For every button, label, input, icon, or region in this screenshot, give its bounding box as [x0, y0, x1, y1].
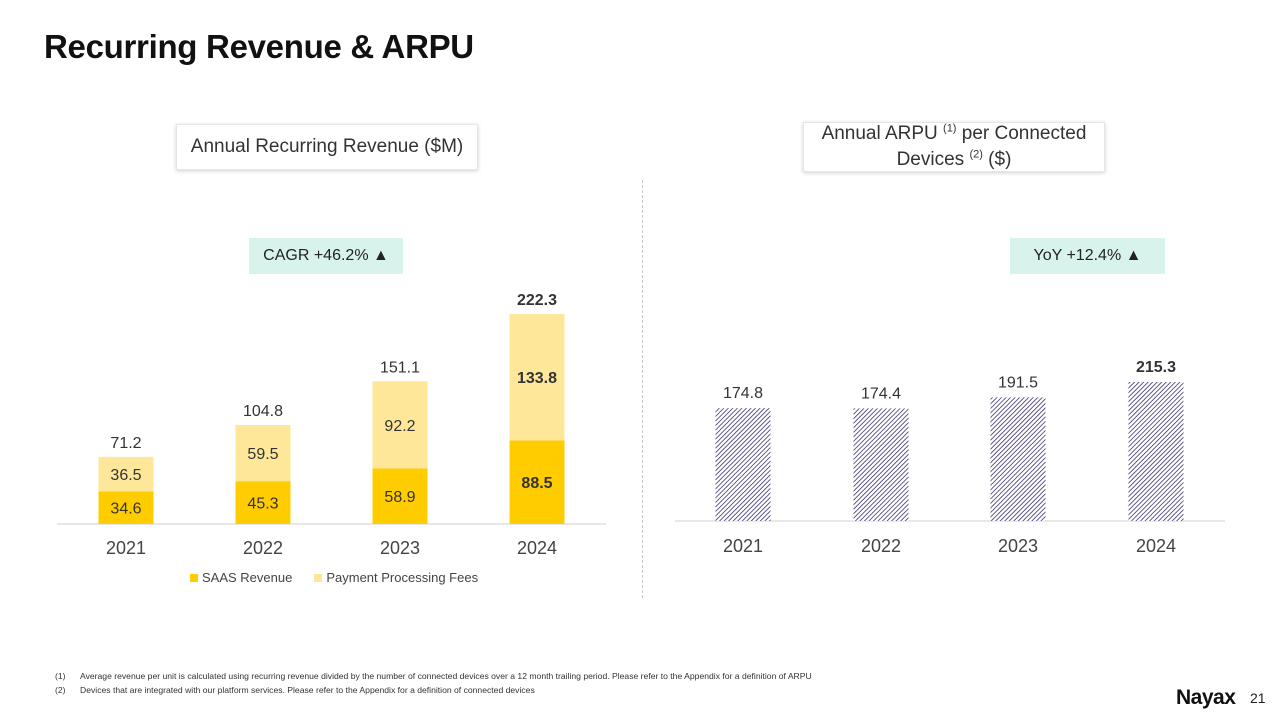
legend-item-saas: SAAS Revenue	[190, 570, 292, 585]
label-saas-2022: 45.3	[247, 496, 278, 513]
footnote-2: (2) Devices that are integrated with our…	[55, 683, 812, 697]
tick-label-2022: 2022	[243, 538, 283, 558]
legend-item-payment: Payment Processing Fees	[314, 570, 478, 585]
tick-label-2024: 2024	[517, 538, 557, 558]
tick-label-2021: 2021	[106, 538, 146, 558]
cagr-badge: CAGR +46.2% ▲	[249, 238, 403, 274]
bar-arpu-2022	[853, 408, 909, 521]
revenue-chart: 34.6 36.5 71.2 2021 45.3 59.5 104.8 2022 58.9 92.…	[57, 292, 606, 558]
label-arpu-2021: 174.8	[723, 385, 763, 402]
footnote-ref-2: (2)	[969, 148, 983, 161]
bar-arpu-2023	[990, 397, 1046, 521]
bar-payment-2024	[509, 314, 565, 441]
label-saas-2024: 88.5	[521, 475, 552, 492]
legend-label-payment: Payment Processing Fees	[326, 570, 479, 585]
legend-label-saas: SAAS Revenue	[202, 570, 293, 585]
footnote-2-text: Devices that are integrated with our pla…	[80, 685, 535, 695]
bar-payment-2021	[98, 456, 154, 492]
bar-saas-2022	[235, 481, 291, 524]
arpu-tick-label-2022: 2022	[861, 536, 901, 556]
label-arpu-2022: 174.4	[861, 385, 901, 402]
bar-arpu-2021	[715, 408, 771, 521]
footnote-2-number: (2)	[55, 685, 66, 695]
label-total-2021: 71.2	[110, 435, 141, 452]
label-saas-2023: 58.9	[384, 489, 415, 506]
arpu-chart-title: Annual ARPU (1) per Connected Devices (2…	[803, 122, 1105, 172]
arpu-title-line-1: Annual ARPU (1) per Connected	[822, 121, 1087, 147]
label-arpu-2024: 215.3	[1136, 359, 1176, 376]
arpu-chart: 174.8 2021 174.4 2022 191.5 2023 215.3 2024	[675, 359, 1225, 556]
bar-arpu-2024	[1128, 382, 1184, 521]
footnote-1-text: Average revenue per unit is calculated u…	[80, 671, 812, 681]
arpu-tick-label-2021: 2021	[723, 536, 763, 556]
label-payment-2022: 59.5	[247, 446, 278, 463]
nayax-logo: Nayax	[1176, 686, 1236, 709]
legend-swatch-payment	[314, 573, 323, 582]
arpu-tick-label-2023: 2023	[998, 536, 1038, 556]
footnote-ref-1: (1)	[943, 122, 957, 135]
page-number: 21	[1250, 690, 1266, 706]
arpu-title-text-c: Devices	[896, 149, 965, 170]
yoy-badge: YoY +12.4% ▲	[1010, 238, 1165, 274]
bar-payment-2022	[235, 424, 291, 482]
footnotes: (1) Average revenue per unit is calculat…	[55, 669, 812, 697]
legend-swatch-saas	[190, 573, 198, 582]
bar-saas-2024	[509, 440, 565, 524]
revenue-legend: SAAS Revenue Payment Processing Fees	[190, 570, 500, 585]
arpu-tick-label-2024: 2024	[1136, 536, 1176, 556]
bar-saas-2023	[372, 468, 428, 524]
label-total-2023: 151.1	[380, 359, 420, 376]
chart-divider	[642, 180, 643, 598]
page-title: Recurring Revenue & ARPU	[44, 28, 474, 65]
revenue-chart-title: Annual Recurring Revenue ($M)	[176, 124, 478, 170]
footnote-1-number: (1)	[55, 671, 66, 681]
label-total-2024: 222.3	[517, 292, 557, 309]
arpu-title-text-a: Annual ARPU	[821, 123, 938, 144]
footnote-1: (1) Average revenue per unit is calculat…	[55, 669, 812, 683]
arpu-title-line-2: Devices (2) ($)	[897, 147, 1012, 173]
bar-saas-2021	[98, 491, 154, 524]
label-arpu-2023: 191.5	[998, 374, 1038, 391]
label-total-2022: 104.8	[243, 403, 283, 420]
tick-label-2023: 2023	[380, 538, 420, 558]
label-saas-2021: 34.6	[110, 501, 141, 518]
arpu-title-text-b: per Connected	[961, 123, 1087, 144]
bar-payment-2023	[372, 381, 428, 469]
label-payment-2021: 36.5	[110, 467, 141, 484]
arpu-title-text-d: ($)	[988, 149, 1012, 170]
label-payment-2023: 92.2	[384, 418, 415, 435]
label-payment-2024: 133.8	[517, 370, 557, 387]
